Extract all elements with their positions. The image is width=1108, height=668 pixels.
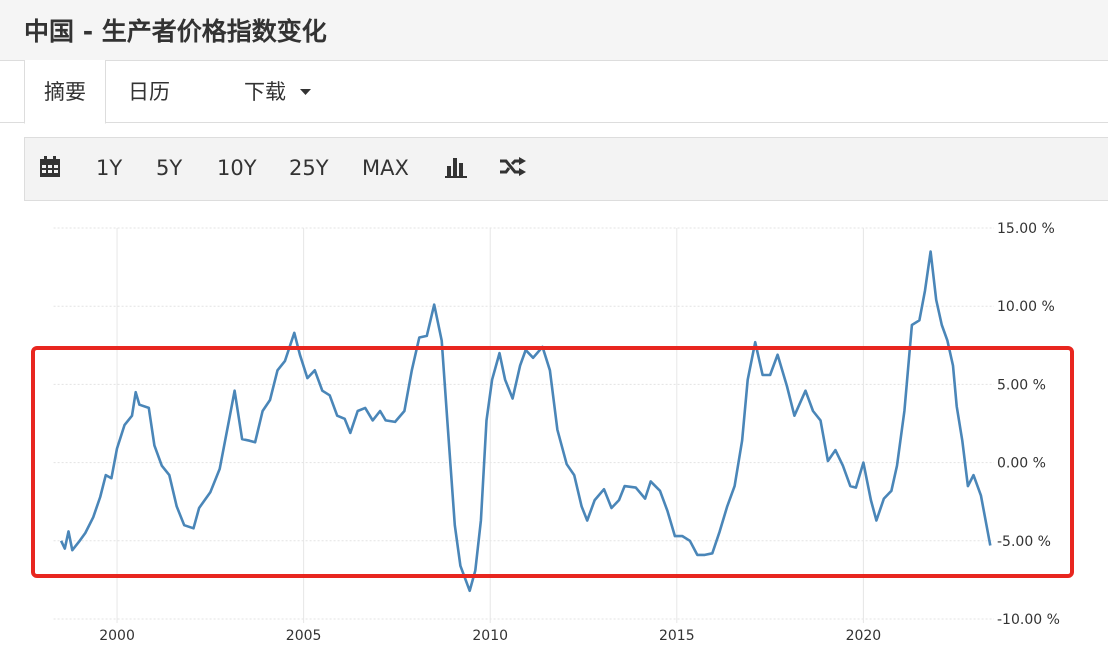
x-tick-label: 2000 [99, 628, 135, 644]
range-button[interactable]: 25Y [289, 156, 329, 180]
y-tick-label: 10.00 % [997, 299, 1055, 315]
active-tab [24, 60, 106, 124]
x-tick-label: 2010 [472, 628, 508, 644]
tab[interactable]: 下载 [244, 80, 286, 104]
page-title: 中国 - 生产者价格指数变化 [24, 17, 327, 46]
bar-icon[interactable] [445, 156, 469, 178]
shuffle-icon[interactable] [499, 156, 527, 178]
x-tick-label: 2015 [659, 628, 695, 644]
highlight-box [31, 346, 1074, 578]
x-tick-label: 2005 [286, 628, 322, 644]
range-button[interactable]: MAX [362, 156, 409, 180]
calendar-icon[interactable] [39, 156, 61, 178]
y-tick-label: 5.00 % [997, 377, 1046, 393]
y-tick-label: -10.00 % [997, 612, 1060, 628]
y-tick-label: 0.00 % [997, 456, 1046, 472]
range-button[interactable]: 5Y [156, 156, 183, 180]
tab[interactable]: 摘要 [44, 80, 86, 104]
tab-line [0, 122, 1108, 123]
toolbar: 1Y 5Y 10Y 25Y MAX [24, 137, 1108, 201]
header: 中国 - 生产者价格指数变化 [0, 0, 1108, 61]
caret [300, 89, 311, 95]
tab[interactable]: 日历 [128, 80, 170, 104]
y-tick-label: 15.00 % [997, 221, 1055, 237]
x-tick-label: 2020 [846, 628, 882, 644]
range-button[interactable]: 10Y [217, 156, 257, 180]
data-line [59, 250, 992, 593]
y-tick-label: -5.00 % [997, 534, 1051, 550]
range-button[interactable]: 1Y [96, 156, 123, 180]
